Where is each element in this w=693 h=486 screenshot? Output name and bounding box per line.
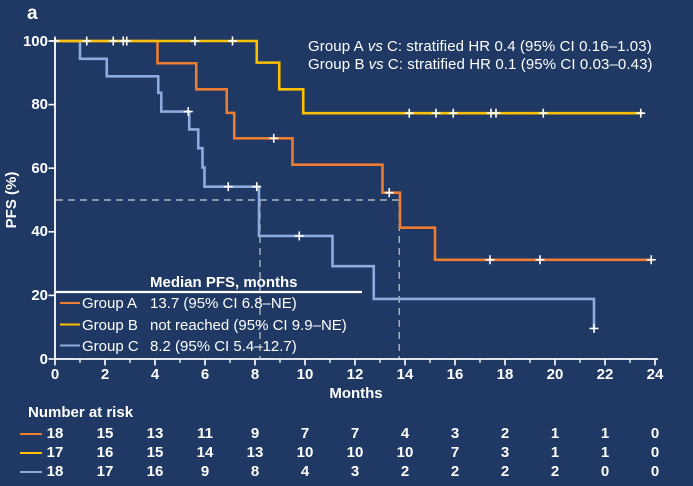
km-curve-group-a (55, 39, 653, 262)
risk-count: 0 (650, 425, 660, 442)
km-curve-group-c (55, 39, 596, 330)
y-tick-label-0: 0 (39, 350, 48, 368)
risk-count: 3 (500, 444, 510, 461)
y-tick-label-40: 40 (31, 223, 48, 241)
y-tick-label-80: 80 (31, 96, 48, 114)
y-tick-label-20: 20 (31, 286, 48, 304)
risk-count: 4 (400, 425, 410, 442)
risk-count: 3 (450, 425, 460, 442)
legend-label-group-b: Group B (82, 316, 138, 334)
km-curve-group-b (55, 39, 643, 115)
risk-count: 10 (396, 444, 414, 461)
x-tick-label-24: 24 (646, 366, 664, 383)
risk-count: 2 (400, 463, 410, 480)
median-legend-row-group-c: Group C 8.2 (95% CI 5.4–12.7) (0, 338, 370, 356)
risk-count: 15 (146, 444, 164, 461)
x-tick-label-14: 14 (396, 366, 414, 383)
risk-count: 8 (250, 463, 260, 480)
risk-count: 11 (197, 425, 213, 442)
risk-count: 0 (650, 463, 660, 480)
risk-count: 16 (96, 444, 114, 461)
median-legend-row-group-b: Group B not reached (95% CI 9.9–NE) (0, 317, 370, 335)
risk-count: 16 (146, 463, 164, 480)
risk-count: 7 (300, 425, 310, 442)
legend-value-group-b: not reached (95% CI 9.9–NE) (150, 316, 347, 334)
risk-count: 17 (46, 444, 64, 461)
risk-count: 7 (350, 425, 360, 442)
x-tick-label-2: 2 (100, 366, 110, 383)
risk-count: 2 (500, 425, 510, 442)
x-axis-label: Months (329, 385, 383, 402)
risk-count: 13 (146, 425, 164, 442)
risk-count: 2 (550, 463, 560, 480)
median-pfs-legend-header: Median PFS, months (150, 274, 298, 291)
legend-label-group-a: Group A (82, 295, 138, 312)
hr-b-group: Group B (308, 56, 365, 73)
risk-count: 18 (46, 425, 64, 442)
risk-count: 17 (96, 463, 114, 480)
y-tick-label-100: 100 (22, 32, 48, 50)
x-tick-label-0: 0 (50, 366, 60, 383)
legend-value-group-a: 13.7 (95% CI 6.8–NE) (150, 295, 297, 312)
risk-count: 10 (296, 444, 314, 461)
risk-count: 1 (600, 444, 610, 461)
risk-count: 18 (46, 463, 64, 480)
risk-count: 9 (250, 425, 260, 442)
x-tick-label-6: 6 (200, 366, 210, 383)
panel-label: a (27, 3, 38, 24)
risk-count: 4 (300, 463, 310, 480)
x-tick-label-18: 18 (496, 366, 514, 383)
risk-count: 14 (196, 444, 214, 461)
risk-count: 13 (246, 444, 264, 461)
risk-count: 10 (346, 444, 364, 461)
legend-label-group-c: Group C (82, 337, 139, 355)
hr-b-rest: C: stratified HR 0.1 (95% CI 0.03–0.43) (387, 56, 653, 73)
hr-a-vs: vs (367, 38, 383, 55)
x-tick-label-8: 8 (250, 366, 260, 383)
hr-b-vs: vs (368, 56, 384, 73)
x-tick-label-10: 10 (296, 366, 314, 383)
hr-a-rest: C: stratified HR 0.4 (95% CI 0.16–1.03) (386, 38, 652, 55)
risk-count: 0 (600, 463, 610, 480)
risk-count: 0 (650, 444, 660, 461)
x-tick-label-20: 20 (546, 366, 564, 383)
y-tick-label-60: 60 (31, 159, 48, 177)
hr-a-group: Group A (308, 38, 364, 55)
risk-count: 1 (550, 444, 560, 461)
number-at-risk-title: Number at risk (28, 404, 134, 421)
median-legend-row-group-a: Group A 13.7 (95% CI 6.8–NE) (0, 295, 370, 313)
risk-count: 2 (450, 463, 460, 480)
risk-count: 7 (450, 444, 460, 461)
risk-count: 1 (600, 425, 610, 442)
x-tick-label-22: 22 (596, 366, 614, 383)
risk-count: 2 (500, 463, 510, 480)
x-tick-label-4: 4 (150, 366, 160, 383)
risk-count: 9 (200, 463, 210, 480)
legend-value-group-c: 8.2 (95% CI 5.4–12.7) (150, 337, 297, 355)
risk-count: 15 (96, 425, 114, 442)
risk-count: 3 (350, 463, 360, 480)
x-tick-label-16: 16 (446, 366, 464, 383)
x-tick-label-12: 12 (346, 366, 364, 383)
risk-count: 1 (550, 425, 560, 442)
